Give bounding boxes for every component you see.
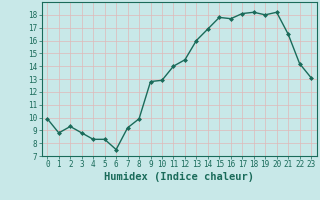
X-axis label: Humidex (Indice chaleur): Humidex (Indice chaleur)	[104, 172, 254, 182]
